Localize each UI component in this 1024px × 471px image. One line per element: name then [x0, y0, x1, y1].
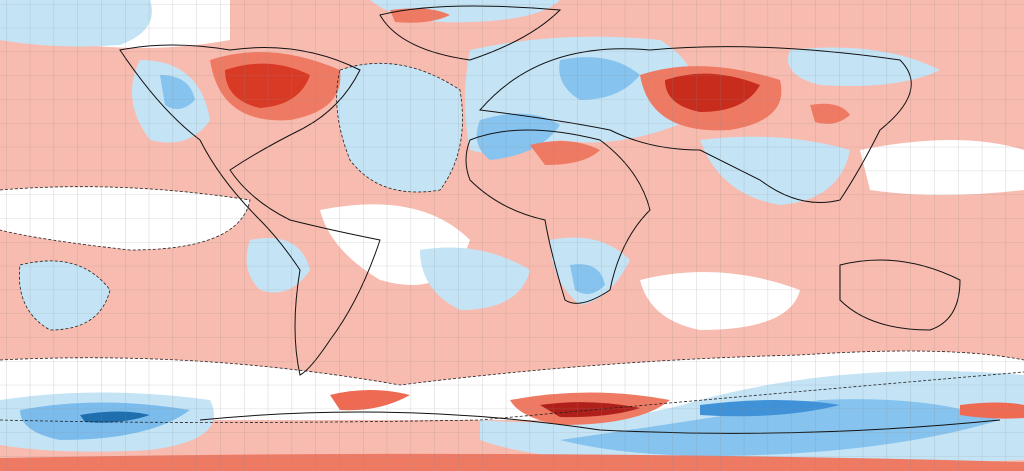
page: Map {} html, body { margin: 0; padding: …: [0, 0, 1024, 471]
page-body: [0, 0, 1024, 471]
anomaly-map: [0, 0, 1024, 471]
graticule: [0, 0, 1024, 471]
